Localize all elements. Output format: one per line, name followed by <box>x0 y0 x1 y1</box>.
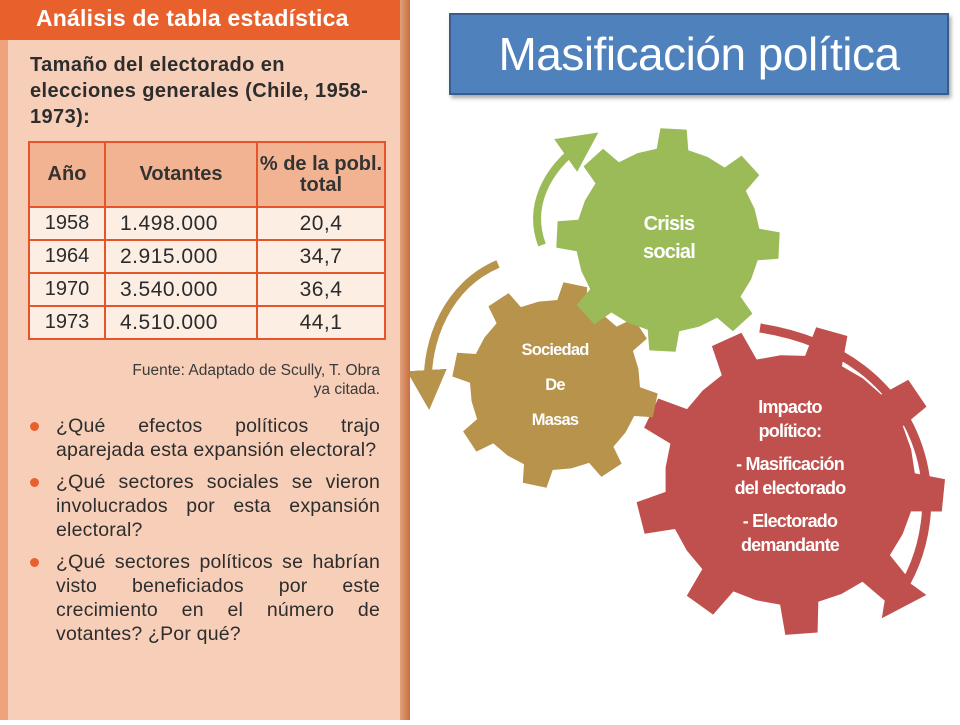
cell-percent: 36,4 <box>256 272 386 307</box>
arrow-green-icon <box>533 132 599 247</box>
electorate-table: Año Votantes % de la pobl. total 1958 1.… <box>28 141 386 340</box>
gear-text: demandante <box>740 535 840 555</box>
cell-percent: 44,1 <box>256 305 386 340</box>
gear-text: del electorado <box>734 478 847 498</box>
question-text: ¿Qué efectos políticos trajo aparejada e… <box>56 415 380 461</box>
gear-text: - Masificación <box>736 454 845 474</box>
panel-header: Análisis de tabla estadística <box>0 0 400 40</box>
cell-percent: 34,7 <box>256 239 386 274</box>
gear-crisis-icon <box>556 128 780 352</box>
header-percent: % de la pobl. total <box>256 141 386 208</box>
cell-percent: 20,4 <box>256 206 386 241</box>
gear-text: Masas <box>531 411 579 429</box>
table-row: 1973 4.510.000 44,1 <box>28 305 386 340</box>
cell-voters: 3.540.000 <box>104 272 258 307</box>
table-row: 1964 2.915.000 34,7 <box>28 239 386 274</box>
gear-text: político: <box>758 421 823 441</box>
gear-sociedad-icon <box>452 282 658 488</box>
gear-text: De <box>545 376 565 394</box>
gear-sociedad-label: Sociedad De Masas <box>490 333 620 438</box>
gear-text: Impacto <box>758 397 822 417</box>
cell-year: 1958 <box>28 206 106 241</box>
question-item: ¿Qué efectos políticos trajo aparejada e… <box>30 414 380 462</box>
table-source: Fuente: Adaptado de Scully, T. Obra ya c… <box>132 362 380 398</box>
table-header-row: Año Votantes % de la pobl. total <box>28 141 386 208</box>
bullet-dot-icon <box>30 422 39 431</box>
header-year: Año <box>28 141 106 208</box>
header-voters: Votantes <box>104 141 258 208</box>
cell-year: 1970 <box>28 272 106 307</box>
gear-text: - Electorado <box>742 511 838 531</box>
bullet-dot-icon <box>30 478 39 487</box>
gear-cycle-diagram: Impacto político: - Masificación del ele… <box>406 100 960 720</box>
gear-text: Crisis <box>643 213 696 235</box>
slide-title-box: Masificación política <box>449 13 949 95</box>
gear-diagram-svg <box>406 128 945 635</box>
panel-left-strip <box>0 0 8 720</box>
question-text: ¿Qué sectores políticos se habrían visto… <box>56 551 380 645</box>
table-row: 1970 3.540.000 36,4 <box>28 272 386 307</box>
slide-title: Masificación política <box>498 28 900 80</box>
cell-year: 1964 <box>28 239 106 274</box>
gear-text: social <box>643 241 696 263</box>
cell-year: 1973 <box>28 305 106 340</box>
gear-impacto-label: Impacto político: - Masificación del ele… <box>700 395 880 557</box>
panel-header-title: Análisis de tabla estadística <box>36 5 349 31</box>
question-list: ¿Qué efectos políticos trajo aparejada e… <box>30 414 380 654</box>
question-text: ¿Qué sectores sociales se vieron involuc… <box>56 471 380 541</box>
table-caption: Tamaño del electorado en elecciones gene… <box>30 54 369 128</box>
table-row: 1958 1.498.000 20,4 <box>28 206 386 241</box>
page-fold-edge <box>400 0 410 720</box>
question-item: ¿Qué sectores políticos se habrían visto… <box>30 550 380 646</box>
arrow-gold-icon <box>406 260 500 410</box>
gear-shape <box>452 282 658 488</box>
textbook-panel: Análisis de tabla estadística Tamaño del… <box>0 0 408 720</box>
gear-crisis-label: Crisis social <box>610 210 728 266</box>
cell-voters: 1.498.000 <box>104 206 258 241</box>
gear-text: Sociedad <box>521 341 590 359</box>
question-item: ¿Qué sectores sociales se vieron involuc… <box>30 470 380 542</box>
cell-voters: 2.915.000 <box>104 239 258 274</box>
gear-impacto-icon <box>636 327 945 635</box>
gear-shape <box>636 327 945 635</box>
bullet-dot-icon <box>30 558 39 567</box>
cell-voters: 4.510.000 <box>104 305 258 340</box>
gear-shape <box>556 128 780 352</box>
